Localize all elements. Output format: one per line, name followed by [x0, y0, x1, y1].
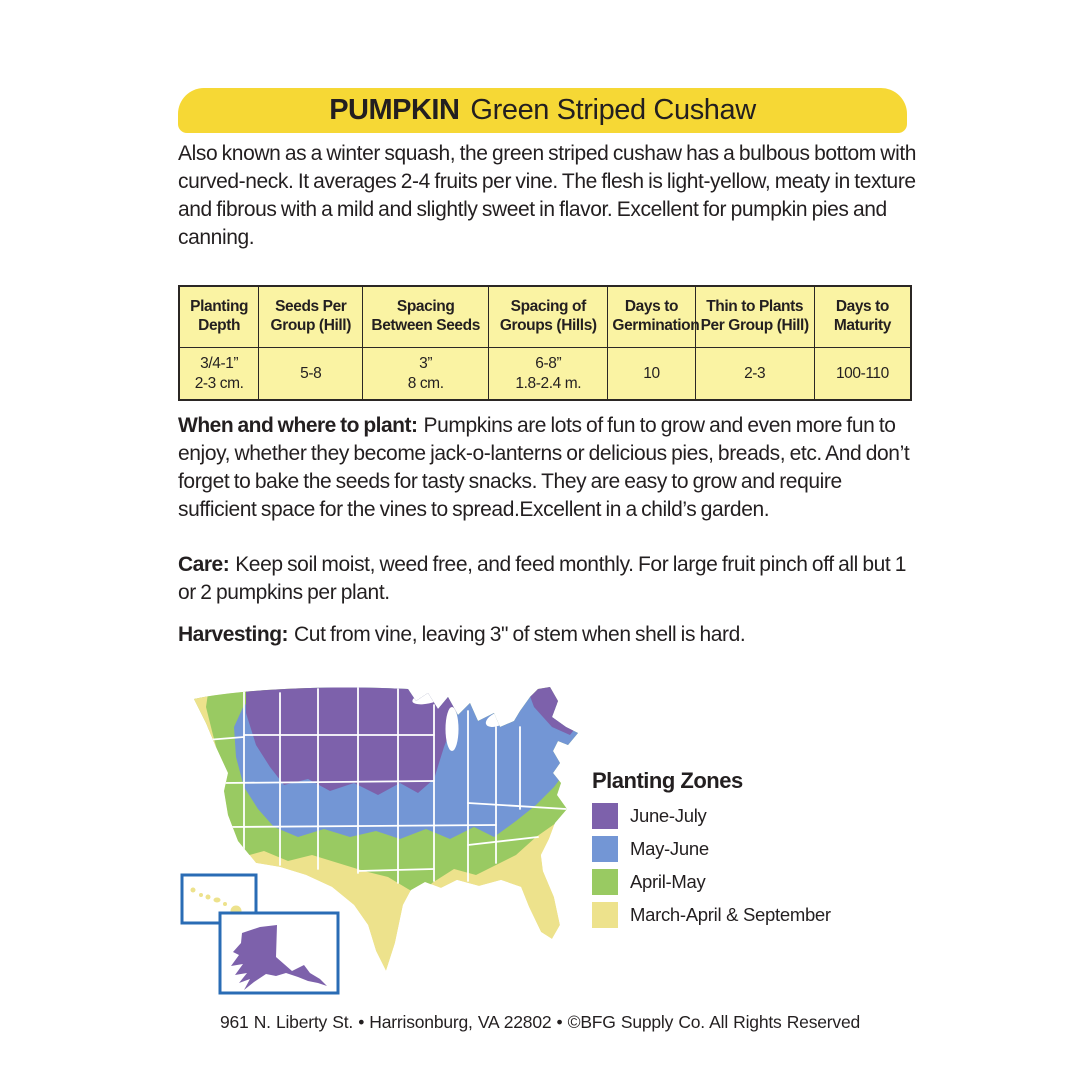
section-text: Cut from vine, leaving 3" of stem when s…: [294, 623, 746, 646]
table-header-cell: Spacing Between Seeds: [362, 285, 490, 348]
table-header-cell: Days to Germination: [607, 285, 700, 348]
table-data-cell: 6-8” 1.8-2.4 m.: [488, 347, 609, 401]
legend-title: Planting Zones: [592, 768, 743, 793]
table-data-cell: 3” 8 cm.: [362, 347, 490, 401]
table-data-cell: 2-3: [694, 347, 815, 401]
planting-zones-legend: Planting Zones June-July May-June April-…: [592, 768, 831, 935]
legend-swatch-june-july: [592, 803, 618, 829]
table-data-cell: 5-8: [258, 347, 364, 401]
legend-row: June-July: [592, 803, 831, 829]
section-label: Care:: [178, 553, 230, 576]
planting-table: Planting Depth Seeds Per Group (Hill) Sp…: [178, 285, 912, 401]
table-header-cell: Planting Depth: [178, 285, 260, 348]
table-row: 3/4-1” 2-3 cm. 5-8 3” 8 cm. 6-8” 1.8-2.4…: [178, 347, 912, 401]
section-harvesting: Harvesting: Cut from vine, leaving 3" of …: [178, 621, 918, 649]
section-text: Pumpkins are lots of fun to grow and eve…: [178, 414, 910, 521]
description: Also known as a winter squash, the green…: [178, 142, 917, 249]
legend-label: April-May: [630, 871, 706, 892]
page-subtitle: Green Striped Cushaw: [470, 94, 756, 126]
section-when-where: When and where to plant: Pumpkins are lot…: [178, 412, 918, 524]
legend-row: April-May: [592, 869, 831, 895]
legend-swatch-march-april-september: [592, 902, 618, 928]
state-borders: [194, 687, 567, 884]
title-banner: PUMPKIN Green Striped Cushaw: [178, 88, 907, 133]
table-header-row: Planting Depth Seeds Per Group (Hill) Sp…: [178, 285, 912, 348]
table-data-cell: 3/4-1” 2-3 cm.: [178, 347, 260, 401]
table-header-cell: Days to Maturity: [813, 285, 912, 348]
page-title: PUMPKIN: [329, 94, 460, 126]
table-header-cell: Thin to Plants Per Group (Hill): [694, 285, 815, 348]
table-data-cell: 10: [607, 347, 696, 401]
legend-row: May-June: [592, 836, 831, 862]
legend-swatch-may-june: [592, 836, 618, 862]
legend-label: June-July: [630, 805, 707, 826]
section-label: Harvesting:: [178, 623, 289, 646]
table-header-cell: Seeds Per Group (Hill): [258, 285, 364, 348]
table-header-cell: Spacing of Groups (Hills): [488, 285, 609, 348]
legend-label: May-June: [630, 838, 709, 859]
us-planting-map: [180, 685, 590, 1000]
legend-label: March-April & September: [630, 904, 831, 925]
section-care: Care: Keep soil moist, weed free, and fee…: [178, 551, 918, 607]
alaska-shape: [231, 925, 327, 990]
legend-swatch-april-may: [592, 869, 618, 895]
section-text: Keep soil moist, weed free, and feed mon…: [178, 553, 907, 604]
table-data-cell: 100-110: [813, 347, 912, 401]
zone-band-purple: [246, 687, 464, 795]
map-svg: [180, 687, 578, 995]
lake-michigan: [445, 707, 459, 751]
alaska-inset: [218, 911, 340, 995]
section-label: When and where to plant:: [178, 414, 418, 437]
legend-row: March-April & September: [592, 902, 831, 928]
footer-address: 961 N. Liberty St. • Harrisonburg, VA 22…: [219, 1012, 861, 1032]
